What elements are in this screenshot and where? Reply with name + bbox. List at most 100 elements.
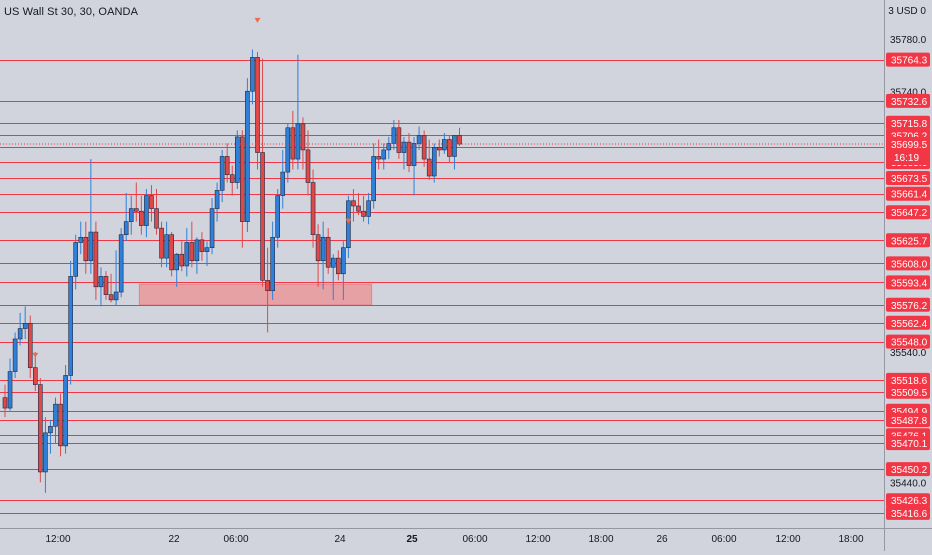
candle-down <box>149 195 154 209</box>
candle-down <box>290 127 296 160</box>
candle-up <box>245 90 250 222</box>
candle-up <box>7 371 13 409</box>
candle-up <box>416 135 422 144</box>
candle-down <box>139 210 144 226</box>
level-label-text: 35548.0 <box>891 338 928 349</box>
price-tick-label: 35540.0 <box>890 348 927 359</box>
candle-up <box>320 236 326 262</box>
axis-corner <box>884 528 932 551</box>
candle-up <box>17 328 23 340</box>
candle-down <box>224 156 230 175</box>
candle-up <box>452 135 457 157</box>
candle-up <box>295 123 301 160</box>
current-price: 35699.5 16:19 <box>0 137 930 166</box>
candle-up <box>270 236 275 292</box>
level-label-text: 35470.1 <box>891 439 928 450</box>
level-label-text: 35661.4 <box>891 190 928 201</box>
candle-down <box>351 200 356 207</box>
level-label-text: 35426.3 <box>891 496 928 507</box>
candle-down <box>229 174 235 183</box>
time-tick-label: 24 <box>334 534 346 545</box>
candle-down <box>260 152 265 281</box>
candle-up <box>164 234 169 259</box>
candle-up <box>98 276 104 288</box>
candles <box>2 49 462 493</box>
price-axis[interactable] <box>884 0 932 528</box>
candle-up <box>381 149 387 160</box>
candle-down <box>361 210 366 217</box>
candle-up <box>144 195 149 226</box>
level-label-box <box>886 334 930 349</box>
level-label-box <box>886 256 930 271</box>
candle-down <box>199 239 205 252</box>
markers <box>32 17 352 358</box>
candle-down <box>38 384 43 473</box>
candle-down <box>356 205 361 212</box>
time-tick-label: 25 <box>406 534 418 545</box>
candle-up <box>401 141 407 153</box>
price-tick-label: 35740.0 <box>890 87 927 98</box>
candle-down <box>406 141 412 166</box>
time-tick-label: 18:00 <box>588 534 613 545</box>
level-label-box <box>886 233 930 248</box>
candle-up <box>63 375 68 447</box>
candle-down <box>32 367 38 385</box>
candle-down <box>159 227 164 259</box>
time-tick-label: 06:00 <box>711 534 736 545</box>
level-label-box <box>886 493 930 508</box>
candle-down <box>376 156 382 160</box>
candle-down <box>103 276 109 295</box>
candle-down <box>300 123 306 151</box>
candle-down <box>325 236 331 268</box>
level-label-text: 35509.5 <box>891 388 928 399</box>
candle-down <box>134 208 139 212</box>
candle-down <box>265 279 270 292</box>
level-label-box <box>886 384 930 399</box>
candle-up <box>280 171 286 196</box>
candle-down <box>93 231 99 288</box>
candle-up <box>431 147 437 177</box>
candle-down <box>315 234 321 262</box>
level-label-box <box>886 462 930 477</box>
price-tick-label: 35780.0 <box>890 35 927 46</box>
candle-down <box>108 294 114 301</box>
level-label-text: 35494.9 <box>891 407 928 418</box>
candle-down <box>240 136 245 222</box>
candle-up <box>366 200 371 217</box>
time-tick-label: 22 <box>168 534 180 545</box>
level-label-text: 35608.0 <box>891 259 928 270</box>
candle-up <box>250 57 255 92</box>
candle-up <box>43 432 48 473</box>
candle-down <box>27 323 33 368</box>
candle-up <box>214 190 220 209</box>
marker-triangle <box>345 218 352 224</box>
level-label-text: 35673.5 <box>891 174 928 185</box>
candle-down <box>169 234 174 271</box>
time-tick-label: 06:00 <box>462 534 487 545</box>
time-tick-label: 12:00 <box>45 534 70 545</box>
currency-label[interactable]: 3 USD 0 <box>888 6 926 17</box>
level-label-text: 35625.7 <box>891 236 928 247</box>
candle-up <box>53 403 58 427</box>
candle-up <box>209 208 215 249</box>
time-tick-label: 12:00 <box>525 534 550 545</box>
candle-up <box>391 127 397 144</box>
candle-up <box>371 156 376 202</box>
level-label-box <box>886 413 930 428</box>
candle-down <box>447 139 452 157</box>
candle-down <box>310 182 316 235</box>
candle-up <box>68 276 73 376</box>
symbol-title[interactable]: US Wall St 30, 30, OANDA <box>4 6 139 18</box>
level-label-text: 35706.2 <box>891 131 928 142</box>
candle-down <box>396 127 402 153</box>
countdown-text: 16:19 <box>894 153 919 164</box>
candle-up <box>128 208 134 222</box>
candle-down <box>457 135 462 145</box>
time-tick-label: 18:00 <box>838 534 863 545</box>
candle-up <box>48 426 53 434</box>
candle-up <box>330 257 336 268</box>
candle-up <box>341 247 346 275</box>
time-axis[interactable] <box>0 528 884 551</box>
